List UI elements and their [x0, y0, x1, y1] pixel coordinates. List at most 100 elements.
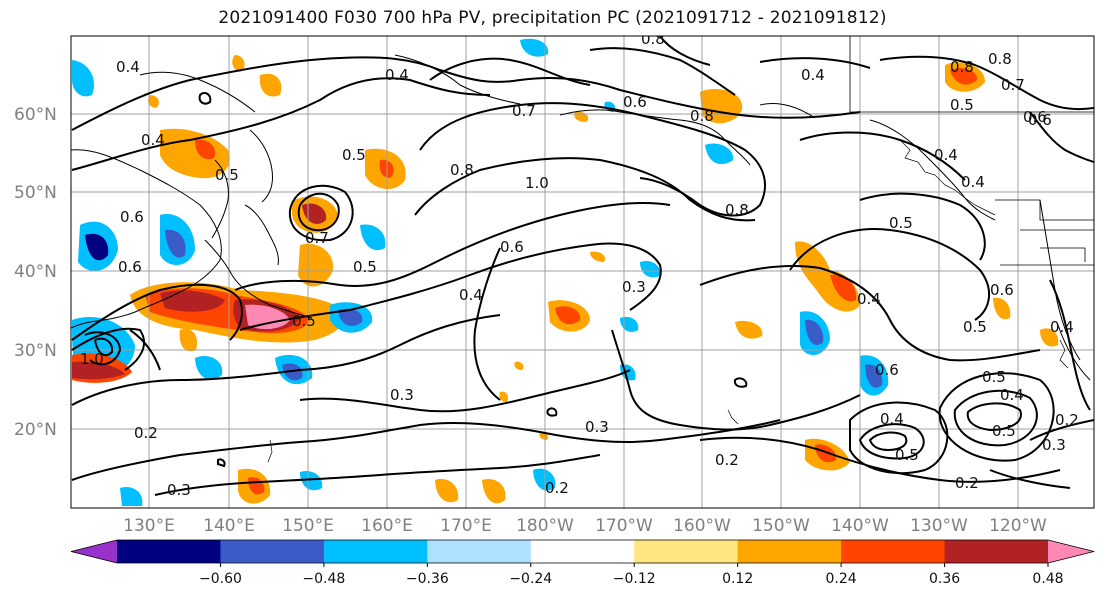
contour-label: 0.5: [895, 446, 919, 464]
contour-label: 0.3: [390, 386, 414, 404]
gridlines: [71, 36, 1094, 508]
lon-label: 130°E: [123, 516, 175, 536]
contour-labels: 0.4 0.4 0.6 0.8 0.4 0.7 0.6 0.8 0.4 0.8 …: [80, 30, 1079, 499]
contour-label: 0.8: [450, 161, 474, 179]
colorbar-tick-label: −0.36: [406, 571, 449, 587]
contour-label: 0.6: [120, 208, 144, 226]
lon-label: 140°E: [203, 516, 255, 536]
contour-label: 0.6: [118, 258, 142, 276]
colorbar-tick-label: −0.48: [302, 571, 345, 587]
contour-label: 0.3: [585, 418, 609, 436]
longitude-labels: 130°E 140°E 150°E 160°E 170°E 180°W 170°…: [123, 516, 1047, 536]
contour-label: 0.6: [623, 93, 647, 111]
colorbar-swatch: [323, 540, 428, 563]
colorbar-extend-min: [71, 540, 117, 563]
contour-label: 0.4: [880, 410, 904, 428]
contour-label: 0.8: [641, 30, 665, 48]
latitude-labels: 60°N 50°N 40°N 30°N 20°N: [14, 105, 57, 440]
contour-label: 0.2: [545, 479, 569, 497]
contour-label: 0.4: [1050, 318, 1074, 336]
contour-label: 0.4: [459, 286, 483, 304]
lon-label: 160°E: [361, 516, 413, 536]
contour-label: 0.2: [134, 424, 158, 442]
colorbar: −0.60 −0.48 −0.36 −0.24 −0.12 0.12 0.24 0.36 0.4…: [70, 539, 1095, 587]
lat-label: 60°N: [14, 105, 57, 125]
lon-label: 180°W: [516, 516, 574, 536]
contour-label: 0.7: [512, 102, 536, 120]
lon-label: 120°W: [989, 516, 1047, 536]
colorbar-tick-label: 0.24: [826, 571, 857, 587]
precip-shading: [72, 38, 1059, 506]
map-plot-area: 0.4 0.4 0.6 0.8 0.4 0.7 0.6 0.8 0.4 0.8 …: [71, 30, 1094, 508]
colorbar-swatch: [634, 540, 739, 563]
lon-label: 160°W: [673, 516, 731, 536]
lon-label: 140°W: [831, 516, 889, 536]
lat-label: 30°N: [14, 341, 57, 361]
map-frame: [70, 35, 1095, 509]
lat-label: 40°N: [14, 262, 57, 282]
contour-label: 0.4: [857, 290, 881, 308]
contour-label: 0.8: [988, 50, 1012, 68]
contour-label: 0.5: [215, 166, 239, 184]
lat-label: 50°N: [14, 183, 57, 203]
contour-label: 0.2: [955, 474, 979, 492]
colorbar-outline: [70, 539, 1095, 564]
contour-label: 0.6: [875, 361, 899, 379]
map-title: 2021091400 F030 700 hPa PV, precipitatio…: [218, 8, 887, 28]
contour-label: 0.2: [715, 451, 739, 469]
contour-label: 0.5: [889, 214, 913, 232]
colorbar-tick-label: 0.12: [722, 571, 753, 587]
lon-label: 130°W: [910, 516, 968, 536]
contour-label: 0.7: [305, 229, 329, 247]
pv-contours: [71, 36, 1094, 496]
contour-label: 0.8: [950, 58, 974, 76]
colorbar-tick-label: −0.60: [199, 571, 242, 587]
colorbar-swatch: [530, 540, 635, 563]
contour-label: 0.5: [342, 146, 366, 164]
lat-label: 20°N: [14, 420, 57, 440]
lon-label: 150°E: [282, 516, 334, 536]
contour-label: 0.5: [292, 312, 316, 330]
colorbar-swatch: [841, 540, 946, 563]
colorbar-swatch: [427, 540, 532, 563]
contour-label: 0.6: [500, 238, 524, 256]
contour-label: 0.3: [622, 278, 646, 296]
colorbar-swatch: [220, 540, 325, 563]
colorbar-swatch: [944, 540, 1049, 563]
lon-label: 170°E: [440, 516, 492, 536]
contour-label: 0.8: [725, 201, 749, 219]
colorbar-tick-label: −0.12: [613, 571, 656, 587]
contour-label: 0.2: [1055, 411, 1079, 429]
contour-label: 0.5: [963, 318, 987, 336]
contour-label: 0.4: [801, 66, 825, 84]
contour-label: 0.6: [990, 281, 1014, 299]
coastline-detail: [267, 139, 1069, 463]
contour-label: 0.4: [141, 131, 165, 149]
contour-label: 0.3: [167, 481, 191, 499]
lon-label: 150°W: [752, 516, 810, 536]
contour-label: 0.4: [1000, 386, 1024, 404]
colorbar-extend-max: [1048, 540, 1094, 563]
contour-label: 0.3: [1042, 436, 1066, 454]
contour-label: 1.0: [525, 174, 549, 192]
contour-label: 0.4: [961, 173, 985, 191]
colorbar-tick-label: 0.48: [1032, 571, 1063, 587]
lon-label: 170°W: [595, 516, 653, 536]
contour-label: 0.6: [1023, 108, 1047, 126]
contour-label: 1.0: [80, 350, 104, 368]
contour-label: 0.4: [116, 58, 140, 76]
colorbar-tick-label: −0.24: [509, 571, 552, 587]
boundaries: [849, 36, 1094, 266]
contour-label: 0.8: [690, 107, 714, 125]
contour-label: 0.5: [982, 368, 1006, 386]
contour-label: 0.5: [992, 422, 1016, 440]
colorbar-swatch: [117, 540, 221, 563]
contour-label: 0.7: [1001, 76, 1025, 94]
contour-label: 0.5: [950, 96, 974, 114]
colorbar-tick-label: 0.36: [929, 571, 960, 587]
contour-label: 0.6: [1028, 111, 1052, 129]
colorbar-swatch: [737, 540, 842, 563]
contour-label: 0.4: [385, 66, 409, 84]
contour-label: 0.5: [353, 258, 377, 276]
